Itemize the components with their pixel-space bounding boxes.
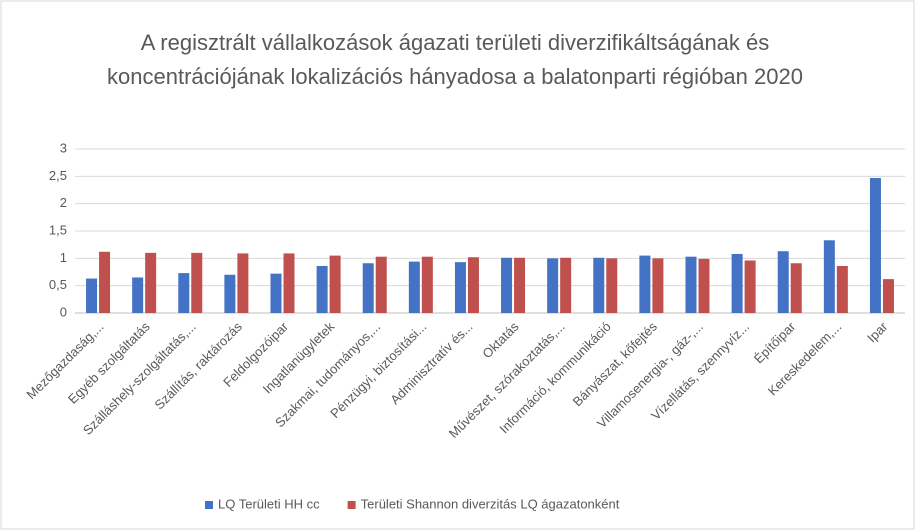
legend-label: LQ Területi HH cc <box>218 496 320 511</box>
legend-swatch <box>347 501 356 509</box>
y-tick-label: 2,5 <box>49 168 67 183</box>
bar <box>329 255 341 313</box>
bar <box>882 279 894 313</box>
bar <box>685 256 697 313</box>
bar <box>145 252 157 313</box>
bar <box>132 277 144 313</box>
bar <box>698 258 710 313</box>
bar <box>224 274 236 313</box>
bar <box>86 278 98 313</box>
bar <box>316 265 328 313</box>
x-tick-label: Ipar <box>864 318 891 345</box>
bar <box>606 258 618 313</box>
bar <box>191 252 203 313</box>
bar <box>283 253 295 313</box>
bar <box>408 261 420 313</box>
bar <box>731 253 743 313</box>
x-tick-label: Bányászat, kőfejtés <box>570 319 661 410</box>
x-tick-label: Mezőgazdaság,... <box>23 319 106 402</box>
bar <box>823 240 835 313</box>
x-tick-label: Szállítás, raktározás <box>152 319 246 413</box>
bar <box>790 263 802 313</box>
bar <box>560 257 572 313</box>
y-tick-label: 1 <box>60 250 67 265</box>
bar <box>744 260 756 313</box>
legend-label: Területi Shannon diverzitás LQ ágazatonk… <box>361 496 620 511</box>
y-tick-label: 3 <box>60 140 67 155</box>
bar <box>375 256 387 313</box>
bar <box>547 258 559 313</box>
bar <box>270 273 282 313</box>
bar <box>178 273 190 313</box>
bar <box>421 256 433 313</box>
y-tick-label: 1,5 <box>49 222 67 237</box>
x-tick-label: Egyéb szolgáltatás <box>65 319 153 407</box>
bar <box>454 262 466 313</box>
bar <box>501 257 513 313</box>
legend-swatch <box>205 501 213 509</box>
bar <box>639 255 651 313</box>
x-tick-label: Oktatás <box>479 319 522 362</box>
y-tick-label: 0 <box>60 304 67 319</box>
bar <box>237 253 249 313</box>
y-tick-label: 2 <box>60 195 67 210</box>
bar <box>99 251 111 313</box>
bar <box>514 257 526 313</box>
chart-title: A regisztrált vállalkozások ágazati terü… <box>107 30 803 89</box>
bar <box>777 251 789 313</box>
bar <box>593 257 605 313</box>
bar <box>362 263 374 313</box>
bar <box>652 258 664 313</box>
x-tick-label: Építőipar <box>751 318 799 366</box>
y-tick-label: 0,5 <box>49 277 67 292</box>
bar <box>869 177 881 313</box>
bar <box>836 265 848 313</box>
bar <box>467 257 479 313</box>
x-tick-label: Adminisztratív és... <box>387 319 475 407</box>
